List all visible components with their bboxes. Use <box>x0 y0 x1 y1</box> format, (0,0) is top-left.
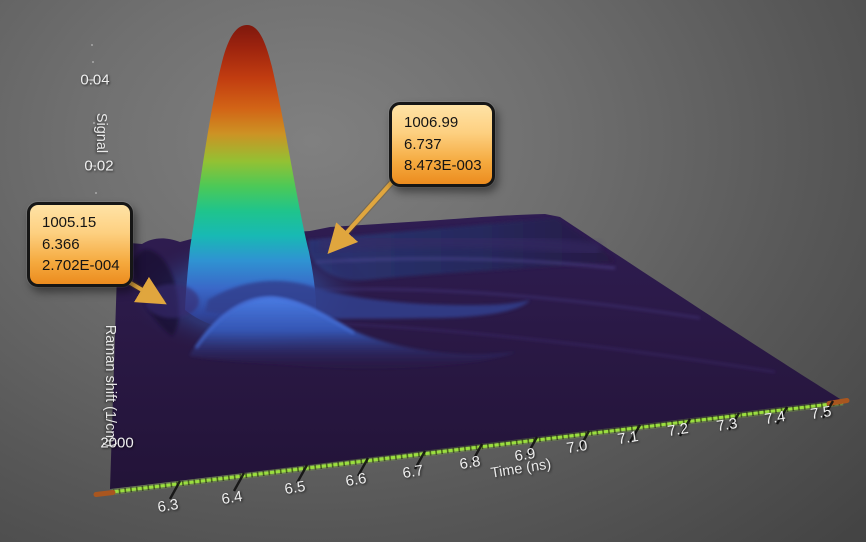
shoulder-bump <box>145 284 199 318</box>
time-tick-7.2: 7.2 <box>666 419 690 441</box>
time-tick-6.6: 6.6 <box>344 469 368 491</box>
callout-1-signal-value: 8.473E-003 <box>404 157 482 174</box>
cursor-arrow-1 <box>327 178 396 255</box>
time-tick-6.5: 6.5 <box>283 477 307 499</box>
cursor-arrow-2 <box>124 276 167 305</box>
time-tick-7.5: 7.5 <box>809 402 833 424</box>
raman-axis-title: Raman shift (1/cm) <box>102 324 118 448</box>
time-axis-minor-ticks <box>112 400 844 495</box>
callout-2-time-value: 6.366 <box>42 235 80 253</box>
callout-1-raman-value: 1006.99 <box>404 114 459 131</box>
callout-2-signal-value: 2.702E-004 <box>42 257 120 274</box>
signal-tick-0.04: 0.04 <box>80 71 110 89</box>
back-rim-band <box>308 218 614 281</box>
time-tick-7.0: 7.0 <box>565 436 589 458</box>
time-axis-left-cap <box>93 490 116 497</box>
cursor-arrows <box>123 177 397 305</box>
time-tick-7.3: 7.3 <box>715 414 739 436</box>
cursor-callout-1[interactable]: 1006.99 6.737 8.473E-003 <box>389 102 495 187</box>
callout-2-raman-value: 1005.15 <box>42 214 97 231</box>
time-tick-7.4: 7.4 <box>763 407 787 429</box>
time-tick-7.1: 7.1 <box>616 427 640 449</box>
signal-tick-0.02: 0.02 <box>84 157 114 175</box>
time-tick-6.4: 6.4 <box>220 487 244 509</box>
signal-axis-title: Signal <box>93 112 109 154</box>
main-peak[interactable] <box>185 25 317 333</box>
ridge-band <box>319 233 601 257</box>
time-axis-line <box>111 401 844 494</box>
time-tick-6.3: 6.3 <box>156 495 180 517</box>
time-tick-6.8: 6.8 <box>458 452 482 474</box>
time-tick-6.7: 6.7 <box>401 461 425 483</box>
raman-tick-2000: 2000 <box>100 434 134 452</box>
front-bump-crest <box>195 296 355 349</box>
signal-axis-ticks <box>88 44 97 194</box>
cursor-callout-2[interactable]: 1005.15 6.366 2.702E-004 <box>27 202 133 287</box>
time-axis-major-ticks <box>168 400 835 500</box>
callout-1-time-value: 6.737 <box>404 135 442 153</box>
